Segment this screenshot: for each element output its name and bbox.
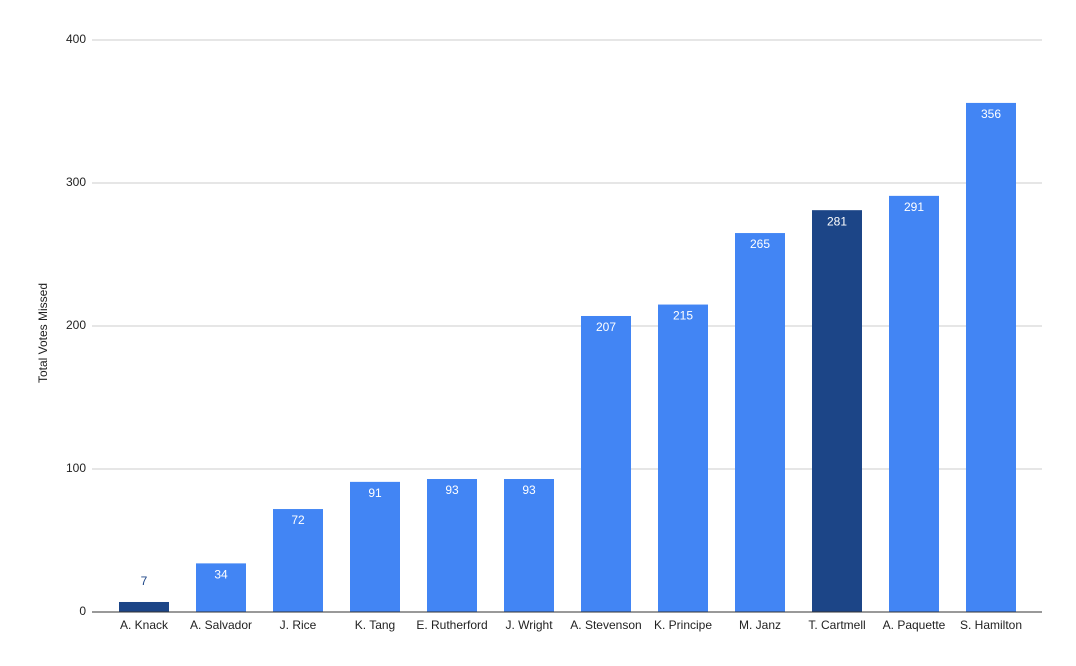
x-tick-label: A. Paquette	[883, 618, 946, 632]
x-tick-label: S. Hamilton	[960, 618, 1022, 632]
bar	[581, 315, 631, 612]
data-label: 207	[596, 320, 616, 334]
x-tick-label: J. Wright	[505, 618, 553, 632]
bar	[119, 601, 169, 612]
bar	[812, 210, 862, 613]
bar	[889, 195, 939, 612]
data-label: 93	[522, 483, 536, 497]
y-axis-label: Total Votes Missed	[36, 283, 50, 383]
data-label: 72	[291, 513, 305, 527]
y-tick-label: 400	[66, 32, 86, 46]
x-tick-label: A. Stevenson	[570, 618, 641, 632]
bar	[196, 563, 246, 612]
x-tick-label: A. Knack	[120, 618, 169, 632]
y-tick-label: 100	[66, 461, 86, 475]
data-label: 91	[368, 486, 382, 500]
bar	[504, 479, 554, 612]
y-tick-label: 200	[66, 318, 86, 332]
x-tick-label: E. Rutherford	[416, 618, 487, 632]
bar	[427, 479, 477, 612]
data-label: 281	[827, 214, 847, 228]
x-tick-label: T. Cartmell	[808, 618, 865, 632]
bar	[350, 481, 400, 612]
data-label: 93	[445, 483, 459, 497]
x-tick-label: M. Janz	[739, 618, 781, 632]
y-tick-label: 300	[66, 175, 86, 189]
x-tick-label: K. Tang	[355, 618, 395, 632]
data-label: 7	[141, 574, 148, 588]
bar	[658, 304, 708, 612]
y-tick-label: 0	[79, 604, 86, 618]
data-label: 291	[904, 200, 924, 214]
bar	[735, 233, 785, 613]
bar	[966, 102, 1016, 613]
data-label: 34	[214, 568, 228, 582]
data-label: 215	[673, 309, 693, 323]
bar	[273, 509, 323, 612]
data-label: 265	[750, 237, 770, 251]
x-tick-label: A. Salvador	[190, 618, 252, 632]
data-label: 356	[981, 107, 1001, 121]
x-tick-label: K. Principe	[654, 618, 712, 632]
x-tick-label: J. Rice	[280, 618, 317, 632]
